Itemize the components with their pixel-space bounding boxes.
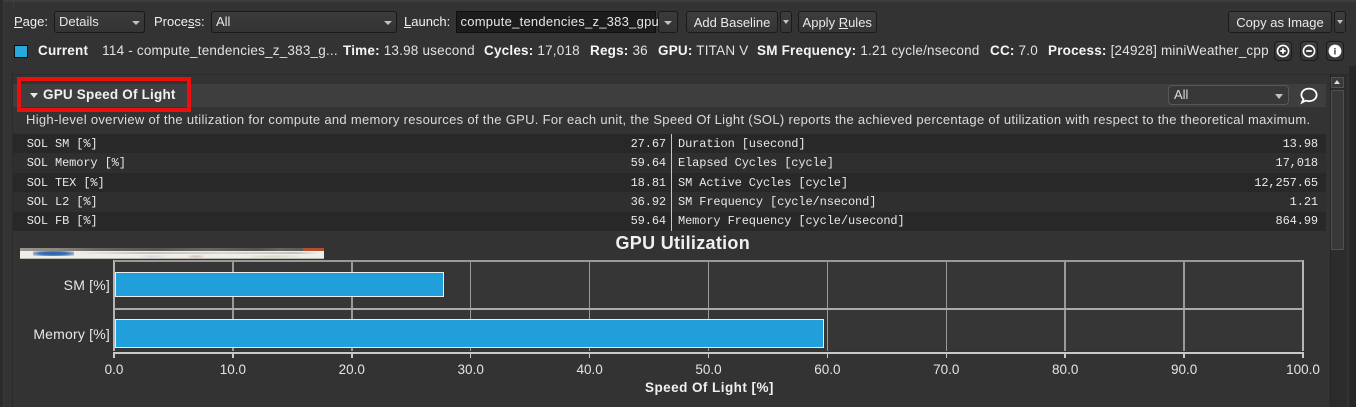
svg-text:i: i [1334,46,1337,57]
